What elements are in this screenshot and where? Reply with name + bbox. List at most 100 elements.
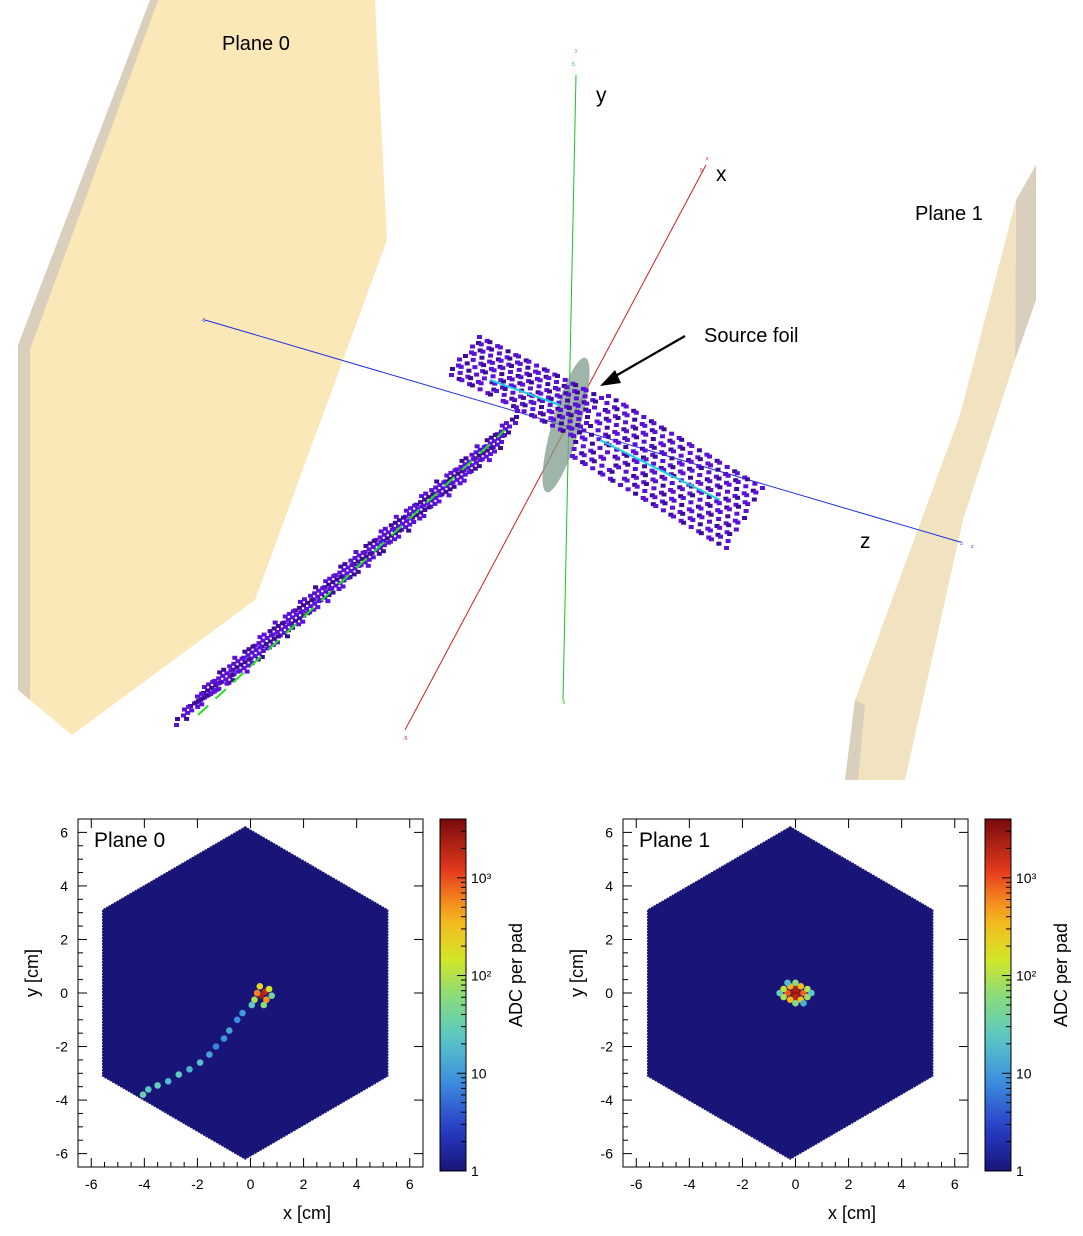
voxel [502,427,508,432]
pad-hit [233,1016,241,1024]
pad-hit [212,1043,220,1050]
voxel [688,459,694,464]
voxel [323,579,329,584]
voxel [396,534,402,539]
svg-text:z: z [971,544,974,550]
voxel [210,679,216,684]
voxel [489,347,495,352]
voxel [678,453,684,458]
pad-hit [808,989,815,997]
pad-hit [786,996,794,1003]
voxel [487,441,493,446]
voxel [557,414,563,419]
voxel [623,404,629,409]
colorbar-label: ADC per pad [506,923,526,1027]
voxel [246,647,252,652]
voxel [668,488,674,492]
voxel [189,708,195,713]
voxel [678,494,684,499]
voxel [561,383,567,388]
voxel [246,657,252,662]
voxel [659,474,665,479]
voxel [521,409,527,414]
voxel [744,493,750,498]
y-tick-label: -6 [601,1146,614,1162]
voxel [436,499,442,504]
voxel [743,484,749,489]
voxel [541,367,547,372]
voxel [444,473,450,478]
voxel [327,587,333,592]
pad-hit [780,993,787,1001]
voxel [421,514,427,518]
voxel [199,691,205,696]
voxel [200,696,206,701]
voxel [542,419,548,424]
voxel [642,423,648,428]
voxel [504,355,510,360]
voxel [525,365,531,370]
voxel [326,593,332,598]
voxel [724,480,729,485]
voxel [476,341,481,345]
plane-0-label: Plane 0 [222,33,290,55]
voxel [697,457,703,462]
voxel [751,497,757,502]
voxel [448,470,454,475]
voxel [581,428,587,433]
voxel [546,408,552,413]
voxel [582,394,588,399]
voxel [477,335,482,339]
voxel [520,395,526,400]
voxel [590,398,596,403]
voxel [327,576,333,581]
3d-event-display: y 5 x 5 -5 5 z -5 -5 Plane 0 Plane 1 y x… [18,0,1036,780]
voxel [621,452,627,456]
voxel [573,383,579,388]
voxel [679,437,685,442]
voxel [633,451,639,456]
voxel [471,351,477,356]
voxel [596,412,602,417]
voxel [572,455,578,460]
voxel [680,446,686,451]
voxel [649,468,655,473]
voxel [527,373,533,378]
pad-hit [226,1027,233,1034]
pad-hit [145,1086,152,1093]
voxel [717,525,723,530]
voxel [750,488,756,493]
x-axis-label: x [cm] [283,1203,331,1223]
voxel [555,387,561,392]
voxel [615,416,621,420]
x-tick-label: 2 [300,1176,308,1192]
voxel [689,509,695,514]
voxel [518,394,524,399]
voxel [550,423,556,428]
svg-text:5: 5 [960,541,963,547]
voxel [661,452,667,456]
voxel [355,569,361,574]
voxel [716,501,722,506]
y-tick-label: 6 [605,824,613,840]
voxel [301,603,306,608]
voxel [476,453,482,458]
voxel [566,392,572,397]
voxel [509,377,515,382]
voxel [660,483,666,488]
voxel [224,681,230,686]
voxel [389,527,395,532]
pad-hit [792,999,799,1007]
voxel [699,515,705,520]
voxel [501,379,506,384]
x-tick-label: 2 [845,1176,853,1192]
voxel [588,448,594,453]
voxel [578,424,583,429]
voxel [481,445,487,450]
voxel [725,489,730,494]
voxel [382,526,388,531]
voxel [697,473,703,477]
voxel [662,501,668,506]
voxel [532,414,537,419]
voxel [235,659,241,664]
